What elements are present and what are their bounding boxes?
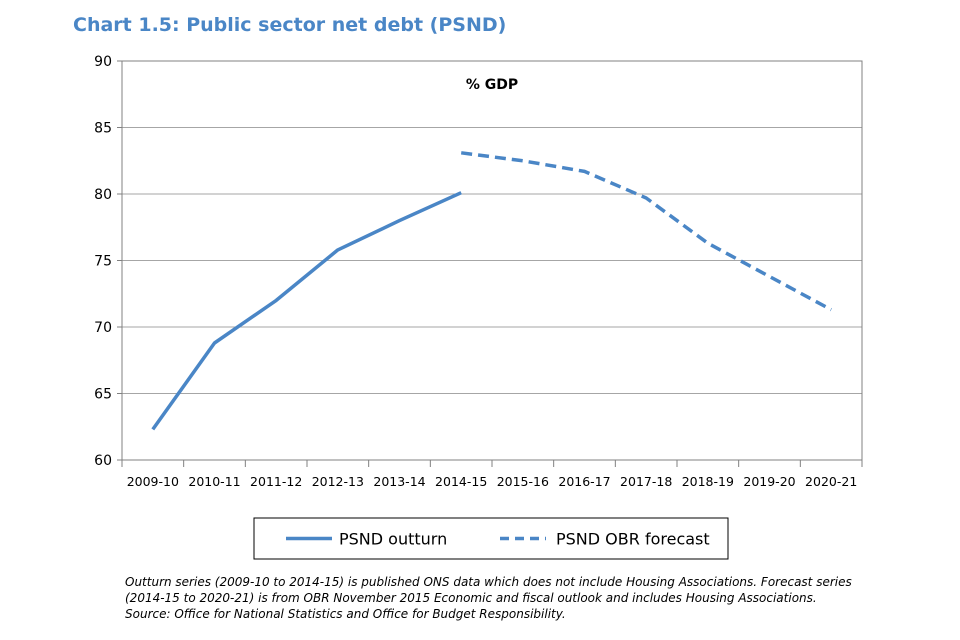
legend-label: PSND outturn xyxy=(339,530,447,549)
x-tick-label: 2014-15 xyxy=(435,474,487,489)
chart-title: Chart 1.5: Public sector net debt (PSND) xyxy=(73,14,507,36)
x-tick-label: 2017-18 xyxy=(620,474,672,489)
note-line-2: (2014-15 to 2020-21) is from OBR Novembe… xyxy=(125,591,817,605)
y-tick-label: 80 xyxy=(94,187,112,203)
y-tick-label: 75 xyxy=(94,254,112,270)
x-tick-label: 2012-13 xyxy=(312,474,364,489)
x-tick-label: 2011-12 xyxy=(250,474,302,489)
note-line-3: Source: Office for National Statistics a… xyxy=(125,607,566,621)
y-tick-label: 65 xyxy=(94,387,112,403)
x-tick-label: 2010-11 xyxy=(188,474,240,489)
legend-label: PSND OBR forecast xyxy=(556,530,710,549)
x-tick-label: 2015-16 xyxy=(497,474,549,489)
unit-label: % GDP xyxy=(466,77,518,93)
x-tick-label: 2009-10 xyxy=(127,474,179,489)
note-line-1: Outturn series (2009-10 to 2014-15) is p… xyxy=(125,575,852,589)
y-tick-label: 85 xyxy=(94,121,112,137)
x-tick-label: 2018-19 xyxy=(682,474,734,489)
series-line-outturn xyxy=(151,191,462,431)
source-note: Outturn series (2009-10 to 2014-15) is p… xyxy=(125,574,925,622)
y-tick-label: 70 xyxy=(94,320,112,336)
y-tick-label: 60 xyxy=(94,453,112,469)
x-tick-label: 2019-20 xyxy=(743,474,795,489)
x-tick-label: 2016-17 xyxy=(558,474,610,489)
series-line-forecast xyxy=(460,151,833,312)
legend-box xyxy=(253,517,729,560)
y-tick-label: 90 xyxy=(94,54,112,70)
x-tick-label: 2013-14 xyxy=(373,474,425,489)
x-tick-label: 2020-21 xyxy=(805,474,857,489)
